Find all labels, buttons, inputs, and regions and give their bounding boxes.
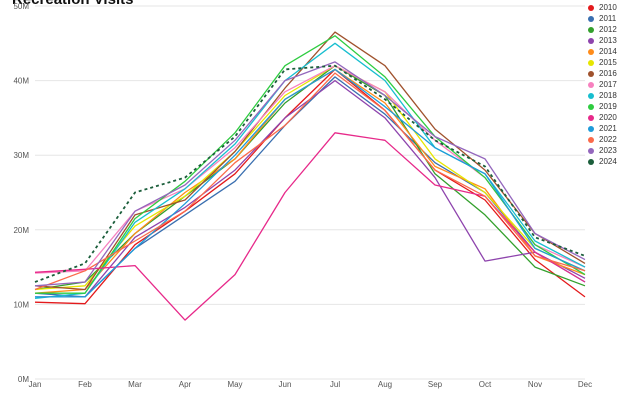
- legend-swatch: [588, 114, 594, 121]
- x-tick-label: Mar: [128, 380, 142, 389]
- x-tick-label: Nov: [528, 380, 542, 389]
- legend-item-2010[interactable]: 2010: [588, 2, 617, 13]
- legend-label: 2018: [599, 91, 617, 100]
- legend-swatch: [588, 147, 594, 154]
- series-line-2014: [34, 68, 586, 294]
- series-line-2010: [34, 68, 586, 305]
- legend-label: 2021: [599, 124, 617, 133]
- legend-label: 2016: [599, 69, 617, 78]
- legend-label: 2010: [599, 3, 617, 12]
- legend-swatch: [588, 59, 594, 66]
- y-tick-label: 10M: [13, 300, 29, 309]
- legend-item-2019[interactable]: 2019: [588, 101, 617, 112]
- legend-item-2020[interactable]: 2020: [588, 112, 617, 123]
- legend-label: 2017: [599, 80, 617, 89]
- y-tick-label: 30M: [13, 151, 29, 160]
- legend-item-2013[interactable]: 2013: [588, 35, 617, 46]
- legend-swatch: [588, 81, 594, 88]
- legend-item-2018[interactable]: 2018: [588, 90, 617, 101]
- x-tick-label: Feb: [78, 380, 92, 389]
- legend-item-2017[interactable]: 2017: [588, 79, 617, 90]
- legend-item-2015[interactable]: 2015: [588, 57, 617, 68]
- legend-item-2023[interactable]: 2023: [588, 145, 617, 156]
- y-tick-label: 40M: [13, 77, 29, 86]
- legend-label: 2015: [599, 58, 617, 67]
- x-tick-label: Apr: [179, 380, 192, 389]
- series-line-2024: [34, 64, 586, 283]
- x-tick-label: May: [227, 380, 242, 389]
- x-tick-label: Jun: [279, 380, 292, 389]
- legend-label: 2024: [599, 157, 617, 166]
- legend-swatch: [588, 4, 594, 11]
- series-line-2021: [35, 68, 586, 298]
- y-tick-label: 0M: [18, 375, 29, 384]
- legend-item-2024[interactable]: 2024: [588, 156, 617, 167]
- series-line-2011: [34, 76, 586, 298]
- series-line-2016: [34, 31, 586, 291]
- legend-item-2021[interactable]: 2021: [588, 123, 617, 134]
- x-tick-label: Jan: [29, 380, 42, 389]
- legend-item-2011[interactable]: 2011: [588, 13, 617, 24]
- legend-label: 2023: [599, 146, 617, 155]
- y-tick-label: 20M: [13, 226, 29, 235]
- legend-swatch: [588, 15, 594, 22]
- legend-label: 2013: [599, 36, 617, 45]
- legend-swatch: [588, 92, 594, 99]
- legend-label: 2012: [599, 25, 617, 34]
- legend-swatch: [588, 158, 594, 165]
- legend-swatch: [588, 136, 594, 143]
- grid-layer: [35, 5, 585, 380]
- y-tick-label: 50M: [13, 2, 29, 11]
- legend-swatch: [588, 37, 594, 44]
- legend-label: 2020: [599, 113, 617, 122]
- series-line-2022: [34, 72, 586, 291]
- legend-swatch: [588, 70, 594, 77]
- legend-label: 2022: [599, 135, 617, 144]
- series-layer: [34, 31, 586, 321]
- legend: 2010 2011 2012 2013 2014 2015 2016 2017 2018 2019…: [588, 2, 617, 167]
- axis-layer: 0M 10M 20M 30M 40M 50M Jan Feb Mar Apr May Jun Jul Au…: [13, 2, 592, 389]
- legend-item-2012[interactable]: 2012: [588, 24, 617, 35]
- series-line-2020: [34, 132, 586, 321]
- x-tick-label: Aug: [378, 380, 392, 389]
- legend-swatch: [588, 103, 594, 110]
- legend-swatch: [588, 48, 594, 55]
- legend-label: 2019: [599, 102, 617, 111]
- legend-item-2016[interactable]: 2016: [588, 68, 617, 79]
- legend-label: 2011: [599, 14, 617, 23]
- series-line-2019: [35, 35, 586, 294]
- series-line-2023: [34, 61, 586, 287]
- series-line-2018: [34, 42, 586, 300]
- chart-title: Recreation Visits: [12, 0, 133, 8]
- series-line-2015: [34, 65, 586, 291]
- legend-item-2014[interactable]: 2014: [588, 46, 617, 57]
- x-tick-label: Dec: [578, 380, 592, 389]
- legend-label: 2014: [599, 47, 617, 56]
- x-tick-label: Jul: [330, 380, 340, 389]
- legend-swatch: [588, 26, 594, 33]
- legend-item-2022[interactable]: 2022: [588, 134, 617, 145]
- legend-swatch: [588, 125, 594, 132]
- x-tick-label: Sep: [428, 380, 443, 389]
- x-tick-label: Oct: [479, 380, 492, 389]
